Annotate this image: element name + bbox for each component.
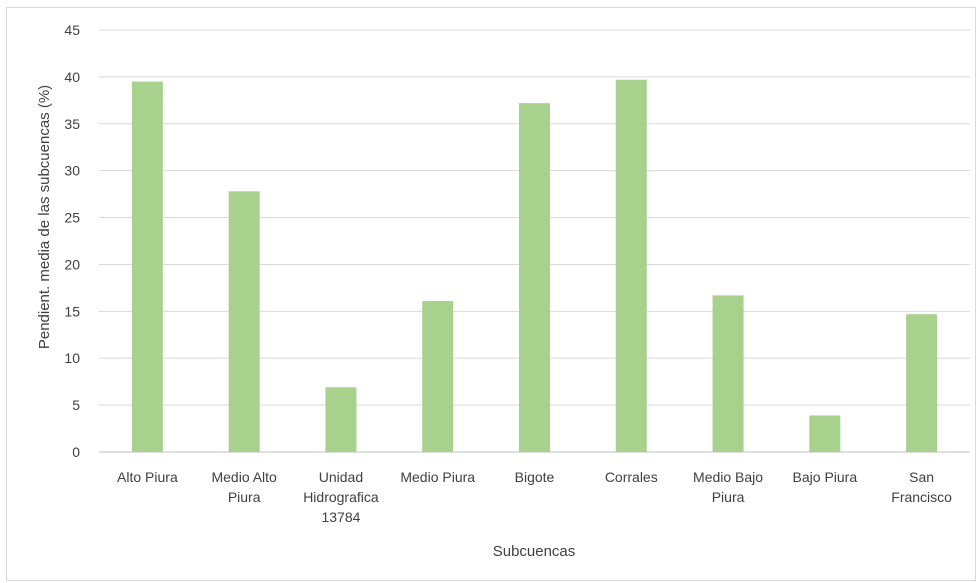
x-tick-label: San Francisco xyxy=(891,469,952,505)
x-tick-label: Medio Piura xyxy=(400,469,475,485)
x-tick-label-line: 13784 xyxy=(321,509,360,525)
x-tick-label-line: Francisco xyxy=(891,489,952,505)
x-tick-label-line: Medio Piura xyxy=(400,469,475,485)
x-tick-labels: Alto Piura Medio Alto Piura Unidad Hidrograf… xyxy=(117,469,952,525)
bars xyxy=(132,80,937,452)
x-tick-label-line: Hidrografica xyxy=(303,489,379,505)
bar xyxy=(713,295,744,452)
x-tick-label-line: Piura xyxy=(712,489,745,505)
x-tick-label: Corrales xyxy=(605,469,658,485)
y-tick-label: 5 xyxy=(72,397,80,413)
bar xyxy=(906,314,937,452)
x-tick-label-line: Medio Bajo xyxy=(693,469,763,485)
x-tick-label: Medio Alto Piura xyxy=(211,469,277,505)
x-tick-label-line: Unidad xyxy=(319,469,363,485)
x-tick-label: Alto Piura xyxy=(117,469,178,485)
x-tick-label: Bigote xyxy=(515,469,555,485)
y-tick-label: 10 xyxy=(64,350,80,366)
y-tick-label: 20 xyxy=(64,256,80,272)
y-tick-label: 30 xyxy=(64,163,80,179)
bar xyxy=(809,415,840,452)
x-tick-label-line: Corrales xyxy=(605,469,658,485)
x-tick-label-line: Bajo Piura xyxy=(793,469,858,485)
x-tick-label-line: Alto Piura xyxy=(117,469,178,485)
y-tick-label: 35 xyxy=(64,116,80,132)
x-axis-title: Subcuencas xyxy=(493,543,576,560)
bar xyxy=(519,103,550,452)
x-tick-label: Bajo Piura xyxy=(793,469,858,485)
y-tick-label: 25 xyxy=(64,210,80,226)
y-tick-label: 45 xyxy=(64,22,80,38)
bar xyxy=(422,301,453,452)
y-tick-label: 15 xyxy=(64,303,80,319)
bar xyxy=(132,82,163,452)
x-tick-label-line: San xyxy=(909,469,934,485)
bar xyxy=(616,80,647,452)
x-tick-label: Unidad Hidrografica 13784 xyxy=(303,469,379,525)
x-tick-label: Medio Bajo Piura xyxy=(693,469,763,505)
x-tick-label-line: Bigote xyxy=(515,469,555,485)
y-axis-title: Pendient. media de las subcuencas (%) xyxy=(36,85,53,349)
x-tick-label-line: Piura xyxy=(228,489,261,505)
y-tick-label: 40 xyxy=(64,69,80,85)
y-tick-labels: 0 5 10 15 20 25 30 35 40 45 xyxy=(64,22,80,460)
bar xyxy=(229,191,260,452)
y-tick-label: 0 xyxy=(72,444,80,460)
bar xyxy=(325,387,356,452)
x-tick-label-line: Medio Alto xyxy=(211,469,277,485)
